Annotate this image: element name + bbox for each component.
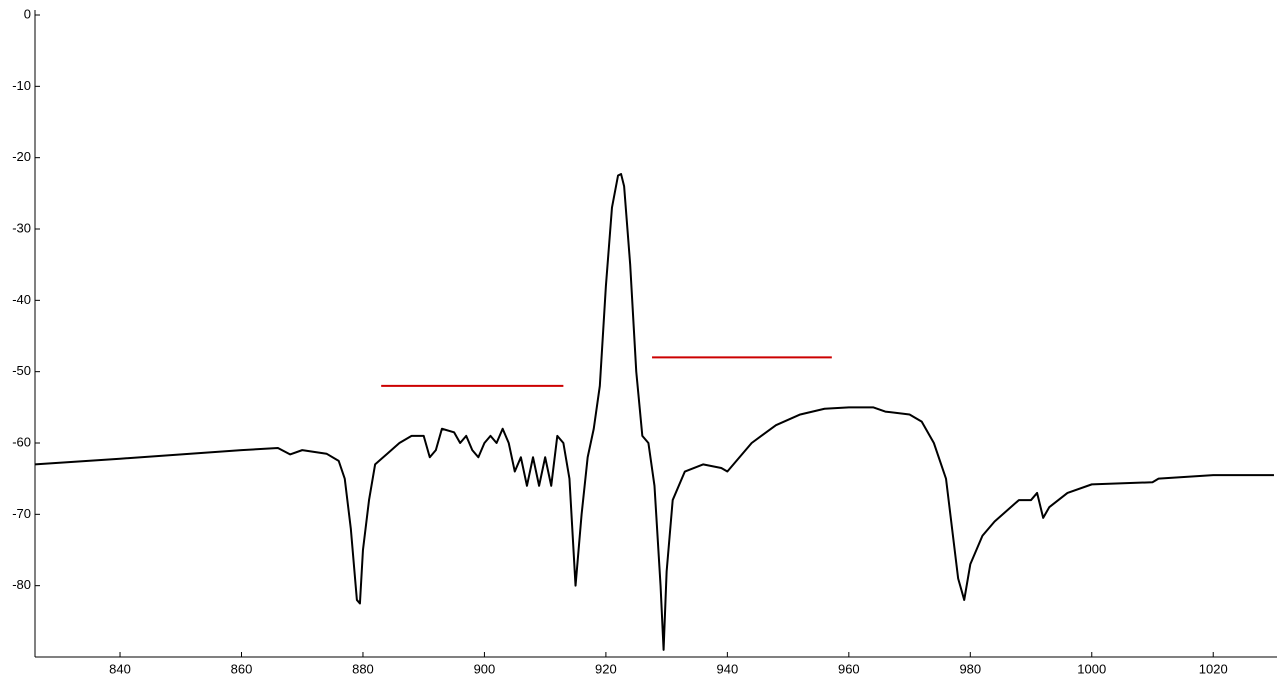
x-tick-label: 940 bbox=[717, 661, 739, 676]
y-tick-label: -60 bbox=[12, 434, 31, 449]
x-tick-label: 840 bbox=[109, 661, 131, 676]
y-tick-label: -40 bbox=[12, 292, 31, 307]
x-tick-label: 1020 bbox=[1199, 661, 1228, 676]
y-tick-label: -30 bbox=[12, 220, 31, 235]
x-tick-label: 920 bbox=[595, 661, 617, 676]
y-tick-label: -70 bbox=[12, 506, 31, 521]
series-line bbox=[34, 173, 1274, 651]
y-tick-label: -20 bbox=[12, 149, 31, 164]
y-tick-label: 0 bbox=[24, 6, 31, 21]
y-tick-label: -10 bbox=[12, 78, 31, 93]
x-tick-label: 880 bbox=[352, 661, 374, 676]
y-tick-label: -80 bbox=[12, 577, 31, 592]
y-tick-label: -50 bbox=[12, 363, 31, 378]
x-tick-label: 960 bbox=[838, 661, 860, 676]
x-tick-label: 860 bbox=[231, 661, 253, 676]
x-tick-label: 900 bbox=[474, 661, 496, 676]
x-tick-label: 980 bbox=[959, 661, 981, 676]
x-tick-label: 1000 bbox=[1077, 661, 1106, 676]
